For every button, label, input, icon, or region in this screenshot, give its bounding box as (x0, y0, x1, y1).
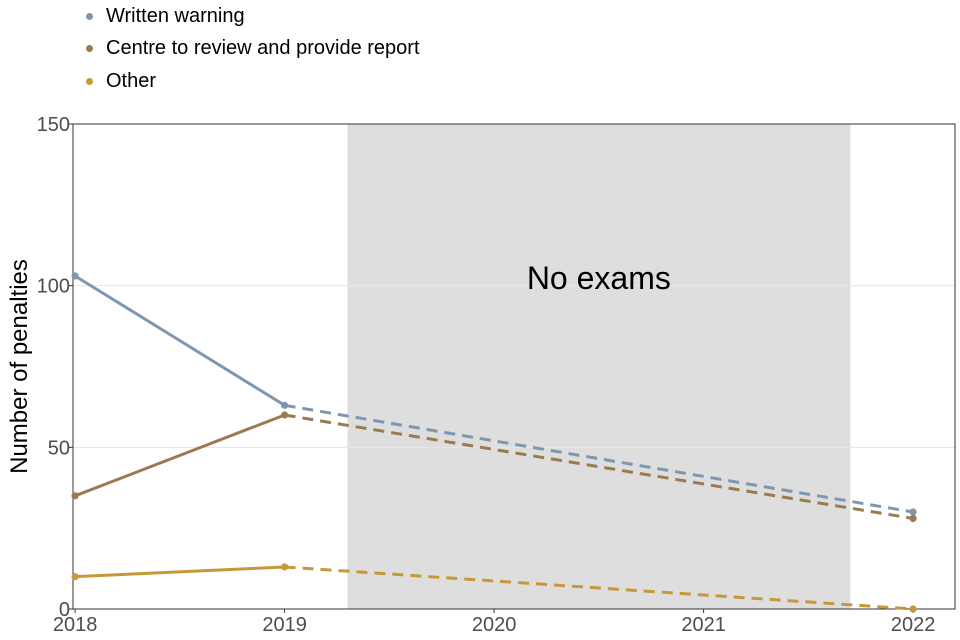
series-dashed-segment (284, 413, 914, 520)
no-exams-label: No exams (527, 260, 671, 296)
series-dashed-segment (284, 403, 914, 514)
data-point (280, 401, 289, 409)
y-tick-label: 150 (37, 114, 70, 136)
legend-marker-written-warning (86, 12, 93, 20)
plot-border (72, 123, 956, 610)
series-3 (71, 563, 917, 613)
y-tick-label: 0 (59, 599, 70, 621)
legend-label: Written warning (106, 4, 245, 27)
x-tick-label: 2021 (681, 614, 726, 636)
x-tick-label: 2018 (53, 614, 98, 636)
x-tick-label: 2022 (891, 614, 936, 636)
series-dashed-segment (284, 565, 914, 611)
legend-item-centre-review: Centre to review and provide report (86, 33, 420, 66)
data-point (280, 563, 289, 571)
data-point (71, 492, 79, 500)
data-point (280, 411, 289, 419)
y-tick-label: 100 (37, 276, 70, 298)
x-tick-label: 2020 (472, 614, 517, 636)
legend-marker-centre-review (86, 45, 93, 53)
y-tick-label: 50 (48, 437, 70, 459)
legend-item-other: Other (86, 65, 420, 98)
chart-legend: Written warning Centre to review and pro… (86, 0, 420, 98)
no-exams-region (347, 124, 851, 609)
x-tick-label: 2019 (262, 614, 307, 636)
series-1 (71, 272, 917, 516)
legend-label: Centre to review and provide report (106, 37, 420, 60)
series-solid-segment (74, 274, 286, 407)
data-point (71, 573, 79, 581)
legend-marker-other (86, 77, 93, 85)
series-solid-segment (74, 413, 286, 498)
y-axis-title: Number of penalties (6, 259, 33, 474)
legend-item-written-warning: Written warning (86, 0, 420, 33)
legend-label: Other (106, 69, 157, 92)
series-solid-segment (75, 565, 285, 579)
data-point (909, 508, 917, 516)
series-2 (71, 411, 917, 523)
data-point (909, 514, 917, 523)
data-point (909, 605, 917, 613)
data-point (71, 272, 79, 280)
